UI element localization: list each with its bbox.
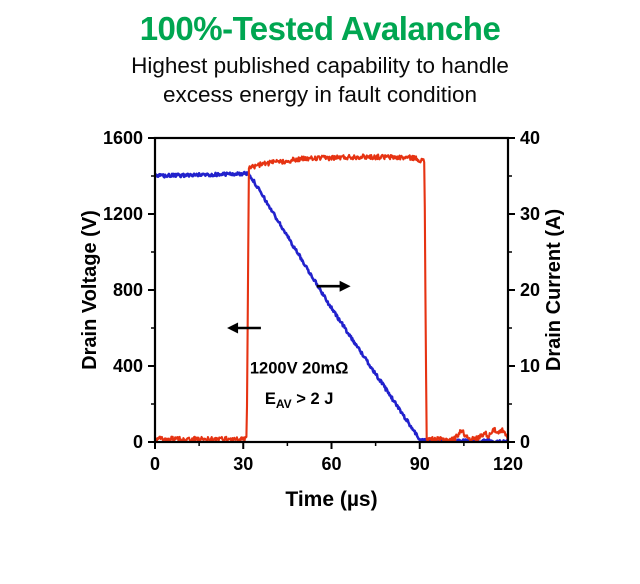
x-tick-label: 90	[410, 454, 430, 474]
annotation: EAV > 2 J	[265, 390, 334, 411]
axis-pointer-arrowhead	[339, 280, 351, 292]
axis-pointer-arrowhead	[227, 322, 239, 334]
plot-frame	[153, 136, 510, 443]
right-tick-label: 20	[520, 280, 540, 300]
slide: 100%-Tested Avalanche Highest published …	[0, 10, 640, 584]
drain-voltage-trace	[155, 152, 508, 442]
right-tick-label: 40	[520, 128, 540, 148]
page-subtitle: Highest published capability to handle e…	[0, 52, 640, 110]
right-axis-label: Drain Current (A)	[543, 208, 565, 370]
x-tick-label: 120	[493, 454, 523, 474]
x-tick-label: 30	[233, 454, 253, 474]
left-tick-label: 1600	[103, 128, 143, 148]
left-tick-label: 1200	[103, 204, 143, 224]
subtitle-line-1: Highest published capability to handle	[131, 53, 509, 78]
left-tick-label: 400	[113, 356, 143, 376]
x-tick-label: 0	[150, 454, 160, 474]
left-tick-label: 800	[113, 280, 143, 300]
x-tick-label: 60	[321, 454, 341, 474]
right-tick-label: 30	[520, 204, 540, 224]
right-tick-label: 0	[520, 432, 530, 452]
x-axis-label: Time (µs)	[285, 488, 377, 511]
page-title: 100%-Tested Avalanche	[139, 10, 501, 47]
right-tick-label: 10	[520, 356, 540, 376]
annotation: 1200V 20mΩ	[250, 359, 349, 377]
left-tick-label: 0	[133, 432, 143, 452]
subtitle-line-2: excess energy in fault condition	[163, 81, 477, 107]
left-axis-label: Drain Voltage (V)	[79, 210, 101, 370]
